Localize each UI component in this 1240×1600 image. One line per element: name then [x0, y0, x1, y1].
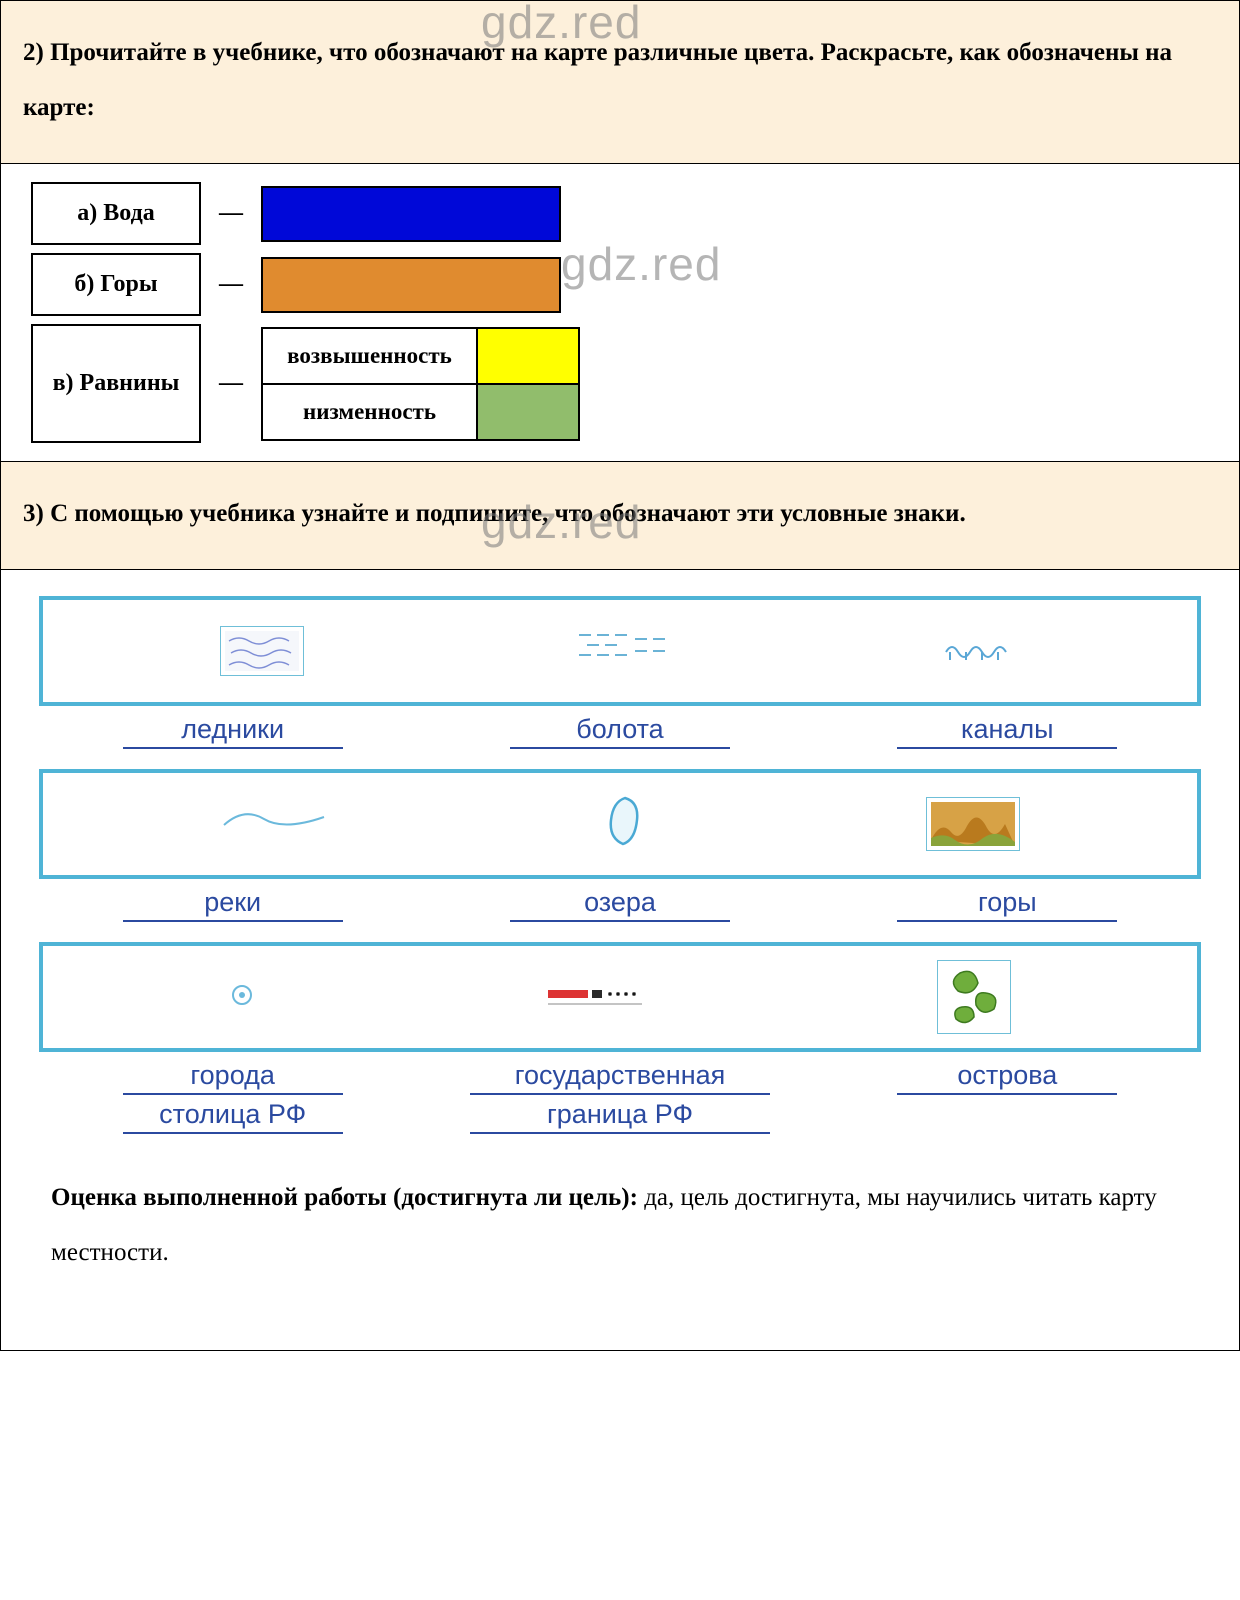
islands-icon — [937, 960, 1011, 1034]
answer-mounts: горы — [897, 885, 1117, 922]
assessment-label: Оценка выполненной работы (достигнута ли… — [51, 1184, 644, 1211]
answer-border: государственная — [470, 1058, 770, 1095]
dash: — — [201, 320, 261, 447]
dash: — — [201, 249, 261, 320]
border-icon — [546, 984, 646, 1011]
answer-cities-sub: столица РФ — [123, 1097, 343, 1134]
row-water: а) Вода — — [31, 178, 580, 249]
river-icon — [220, 807, 330, 842]
row-plains: в) Равнины — возвышенность низменность — [31, 320, 580, 447]
question-2-text: 2) Прочитайте в учебнике, что обозначают… — [23, 39, 1172, 121]
answer-rivers: реки — [123, 885, 343, 922]
plains-subtable: возвышенность низменность — [261, 327, 580, 441]
answer-cities: города — [123, 1058, 343, 1095]
symbol-labels-3: города столица РФ государственная границ… — [39, 1058, 1201, 1136]
label-lowland: низменность — [263, 383, 478, 439]
answer-swamps: болота — [510, 712, 730, 749]
dash: — — [201, 178, 261, 249]
label-plains: в) Равнины — [31, 324, 201, 443]
mountain-icon — [926, 797, 1020, 851]
symbol-box-2 — [39, 769, 1201, 879]
glacier-icon — [220, 626, 304, 676]
answer-glaciers: ледники — [123, 712, 343, 749]
answer-border-sub: граница РФ — [470, 1097, 770, 1134]
worksheet-page: gdz.red gdz.red gdz.red gdz.red gdz.red … — [0, 0, 1240, 1351]
lake-icon — [605, 794, 651, 855]
label-upland: возвышенность — [263, 329, 478, 383]
canal-icon — [940, 634, 1020, 669]
map-colors-table: а) Вода — б) Горы — в) Равнины — возвыше… — [31, 178, 580, 447]
symbol-box-3 — [39, 942, 1201, 1052]
row-mountains: б) Горы — — [31, 249, 580, 320]
assessment-text: Оценка выполненной работы (достигнута ли… — [25, 1140, 1215, 1320]
symbols-area: ледники болота каналы реки озера горы — [1, 570, 1239, 1350]
symbol-box-1 — [39, 596, 1201, 706]
swatch-water — [261, 186, 561, 242]
question-3-text: 3) С помощью учебника узнайте и подпишит… — [23, 500, 966, 527]
swatch-lowland — [478, 383, 578, 439]
swatch-mountains — [261, 257, 561, 313]
symbol-labels-1: ледники болота каналы — [39, 712, 1201, 751]
swatch-upland — [478, 329, 578, 383]
answer-lakes: озера — [510, 885, 730, 922]
question-3: 3) С помощью учебника узнайте и подпишит… — [1, 462, 1239, 570]
label-water: а) Вода — [31, 182, 201, 245]
answer-canals: каналы — [897, 712, 1117, 749]
symbol-labels-2: реки озера горы — [39, 885, 1201, 924]
label-mountains: б) Горы — [31, 253, 201, 316]
answer-islands: острова — [897, 1058, 1117, 1095]
city-icon — [229, 982, 255, 1013]
map-colors-answer: а) Вода — б) Горы — в) Равнины — возвыше… — [1, 164, 1239, 462]
swamp-icon — [577, 631, 667, 672]
question-2: 2) Прочитайте в учебнике, что обозначают… — [1, 1, 1239, 164]
